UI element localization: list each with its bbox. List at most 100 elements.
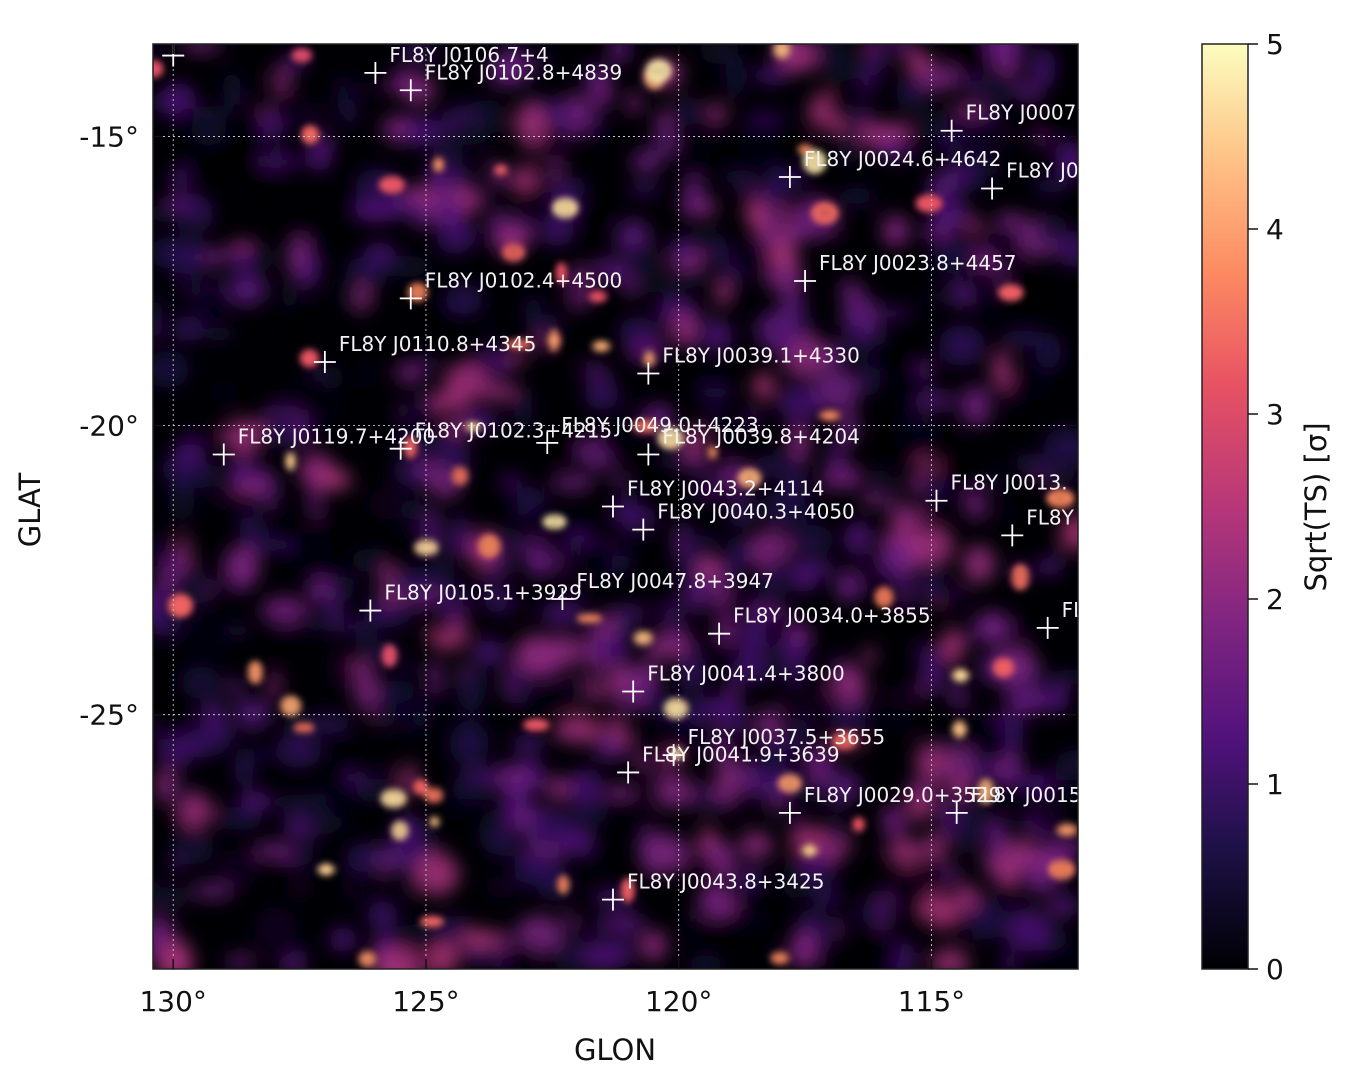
contour-line xyxy=(386,791,401,806)
source-label: FL8Y J0015 xyxy=(971,783,1082,807)
contour-line xyxy=(482,540,497,553)
contour-line xyxy=(559,201,572,215)
source-label: FL8Y J0105.1+3929 xyxy=(384,581,581,605)
contour-line xyxy=(429,815,440,828)
source-label: FL8Y J0110.8+4345 xyxy=(339,332,536,356)
colorbar-tick-label: 4 xyxy=(1266,213,1284,246)
contour-line xyxy=(395,825,405,836)
contour-line xyxy=(772,953,787,963)
colorbar-tick-label: 1 xyxy=(1266,768,1284,801)
contour-line xyxy=(638,419,652,433)
contour-line xyxy=(428,787,439,803)
contour-line xyxy=(809,155,821,168)
colorbar xyxy=(1201,43,1249,970)
source-marker: FL8Y J0039.8+4204 xyxy=(637,424,860,466)
source-label: FL8 xyxy=(1062,598,1097,622)
x-tick-label: 115° xyxy=(898,985,965,1018)
contour-line xyxy=(878,590,890,604)
contour-line xyxy=(432,157,445,172)
source-marker: FL8Y J0102.3+4215 xyxy=(389,419,612,460)
source-label: FL8Y J0 xyxy=(1006,159,1079,183)
source-marker: FL8Y J0023.8+4457 xyxy=(794,251,1017,293)
source-label: FL8Y J0034.0+3855 xyxy=(733,604,930,628)
contour-line xyxy=(298,722,310,733)
source-marker: FL8Y J0015 xyxy=(945,783,1082,824)
colorbar-tick-label: 2 xyxy=(1266,583,1284,616)
source-label: FL8Y J0041.4+3800 xyxy=(647,662,844,686)
source-label: FL8Y J0037.5+3655 xyxy=(688,725,885,749)
contour-line xyxy=(549,517,560,526)
y-tick-label: -20° xyxy=(79,410,139,443)
contour-line xyxy=(454,469,466,483)
source-label: FL8Y . xyxy=(1026,505,1086,529)
source-label: FL8Y J0047.8+3947 xyxy=(576,569,773,593)
source-marker: FL8Y J0024.6+4642 xyxy=(778,147,1001,188)
grid-lines xyxy=(153,44,1078,969)
source-markers: FL8Y J0102.8+4839 FL8Y J0102.4+4500 FL8Y J… xyxy=(162,44,1097,911)
contour-line xyxy=(467,420,479,433)
contour-line xyxy=(594,339,608,353)
source-marker: FL8Y J0119.7+4200 xyxy=(212,424,435,466)
colorbar-tick-label: 3 xyxy=(1266,398,1284,431)
contour-line xyxy=(1055,863,1068,876)
source-marker: FL8Y J0106.7+4 xyxy=(364,44,549,84)
source-marker: FL8Y J0043.2+4114 xyxy=(601,477,824,518)
source-marker: FL8Y J0007 xyxy=(940,101,1076,142)
colorbar-ticks: 0 1 2 3 4 5 xyxy=(1248,28,1284,986)
source-label: FL8Y J0040.3+4050 xyxy=(657,500,854,524)
x-axis-label: GLON xyxy=(574,1033,656,1067)
source-marker: FL8Y J0047.8+3947 xyxy=(551,569,774,610)
contour-line xyxy=(661,434,680,443)
contour-line xyxy=(1058,824,1076,836)
source-label: FL8Y J0102.3+4215 xyxy=(415,419,612,443)
contour-line xyxy=(821,409,839,422)
source-label: FL8Y J0043.2+4114 xyxy=(627,477,824,501)
y-axis-ticks: -15° -20° -25° xyxy=(79,121,1078,732)
source-marker: FL8Y J0 xyxy=(981,159,1079,200)
contour-line xyxy=(802,843,817,858)
contour-line xyxy=(318,862,334,877)
x-tick-label: 125° xyxy=(392,985,459,1018)
contour-line xyxy=(637,631,650,645)
source-label: FL8Y J0023.8+4457 xyxy=(819,251,1016,275)
source-marker: FL8Y J0034.0+3855 xyxy=(708,604,931,645)
contour-line xyxy=(784,778,796,789)
contour-line xyxy=(247,667,264,678)
source-label: FL8Y J0119.7+4200 xyxy=(238,424,435,448)
colorbar-tick-label: 5 xyxy=(1266,28,1284,61)
source-marker: FL8Y J0102.4+4500 xyxy=(399,268,622,310)
source-marker: FL8Y J0102.8+4839 xyxy=(399,60,622,102)
contour-line xyxy=(744,474,755,482)
y-tick-label: -25° xyxy=(79,699,139,732)
contour-line xyxy=(555,880,571,889)
source-marker: FL8Y J0041.9+3639 xyxy=(617,742,840,784)
contour-line xyxy=(952,668,969,683)
contour-line xyxy=(512,338,526,351)
source-label: FL8Y J0013. xyxy=(950,471,1067,495)
contour-line xyxy=(839,736,850,746)
source-marker: FL8Y J0049.0+4223 xyxy=(536,413,759,454)
y-axis-label: GLAT xyxy=(13,472,47,547)
source-label: FL8Y J0043.8+3425 xyxy=(627,870,824,894)
source-label: FL8Y J0049.0+4223 xyxy=(561,413,758,437)
source-label: FL8Y J0102.8+4839 xyxy=(425,60,622,84)
contour-line xyxy=(670,746,684,761)
x-tick-label: 130° xyxy=(139,985,206,1018)
contour-line xyxy=(818,209,831,218)
contour-line xyxy=(546,333,562,348)
contour-line xyxy=(360,954,375,964)
source-marker: FL8Y J0039.1+4330 xyxy=(637,344,860,385)
y-tick-label: -15° xyxy=(79,121,139,154)
source-marker: FL8Y J0029.0+3529 xyxy=(778,783,1001,824)
contour-line xyxy=(282,701,300,711)
source-marker: FL8Y J0110.8+4345 xyxy=(313,332,536,373)
source-marker: FL8Y J0013. xyxy=(925,471,1068,512)
source-label: FL8Y J0029.0+3529 xyxy=(804,783,1001,807)
source-marker: FL8Y J0105.1+3929 xyxy=(359,581,582,622)
contour-line xyxy=(981,784,991,799)
contour-line xyxy=(1054,493,1067,503)
source-marker: FL8Y . xyxy=(1001,505,1086,547)
source-label: FL8Y J0041.9+3639 xyxy=(642,742,839,766)
source-marker: FL8Y J0037.5+3655 xyxy=(662,725,885,767)
